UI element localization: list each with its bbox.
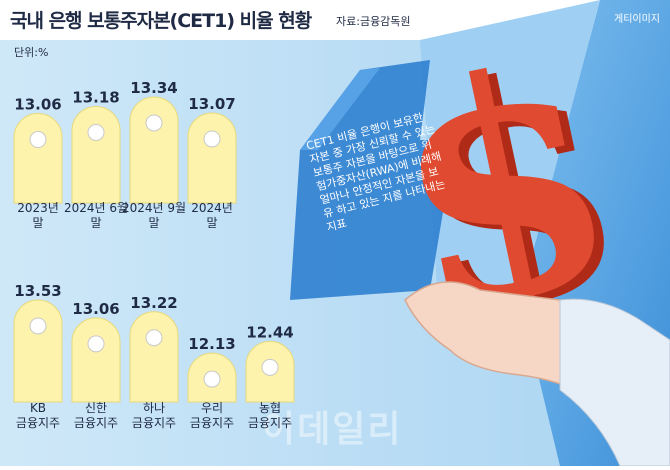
data-label: 13.22: [130, 294, 177, 312]
category-label: 2024년 말: [191, 201, 233, 230]
data-label: 13.07: [188, 95, 235, 113]
bar: [71, 317, 121, 403]
category-label: 농협 금융지주: [248, 401, 292, 430]
bar: [13, 299, 63, 403]
bar-marker: [203, 370, 221, 388]
bar-marker: [203, 130, 221, 148]
source-label: 자료:금융감독원: [336, 15, 411, 28]
bar-chart-2: 13.53 KB 금융지주 13.06 신한 금융지주 13.22 하나 금융지주 12.13 우리…: [13, 282, 295, 430]
data-label: 13.34: [130, 79, 177, 97]
bar-marker: [87, 123, 105, 141]
bar-chart-1: 13.06 2023년 말 13.18 2024년 6월 말 13.34 2024년 9월 말 1…: [13, 79, 237, 230]
bar-marker: [145, 329, 163, 347]
bar-marker: [29, 131, 47, 149]
unit-label: 단위:%: [14, 46, 49, 59]
wall-opening: [420, 0, 600, 330]
bar: [13, 113, 63, 204]
category-label: KB 금융지주: [16, 401, 60, 430]
chart-title: 국내 은행 보통주자본(CET1) 비율 현황: [10, 10, 312, 32]
category-label: 우리 금융지주: [190, 401, 234, 430]
bar: [129, 311, 179, 403]
bar: [71, 106, 121, 204]
bar-marker: [29, 317, 47, 335]
watermark-logo: 이데일리: [262, 409, 403, 450]
image-credit: 게티이미지: [614, 14, 660, 25]
category-label: 2024년 6월 말: [64, 201, 128, 230]
hand-icon: [404, 281, 670, 467]
bar-marker: [261, 358, 279, 376]
category-label: 2023년 말: [17, 201, 59, 230]
bar: [187, 112, 237, 204]
bar-marker: [145, 114, 163, 132]
data-label: 12.13: [188, 335, 235, 353]
data-label: 13.06: [72, 300, 119, 318]
category-label: 하나 금융지주: [132, 401, 176, 430]
data-label: 13.18: [72, 88, 119, 106]
bar-marker: [87, 335, 105, 353]
category-label: 2024년 9월 말: [122, 201, 186, 230]
data-label: 12.44: [246, 323, 293, 341]
category-label: 신한 금융지주: [74, 401, 118, 430]
data-label: 13.06: [14, 96, 61, 114]
data-label: 13.53: [14, 282, 61, 300]
bar: [129, 96, 179, 204]
